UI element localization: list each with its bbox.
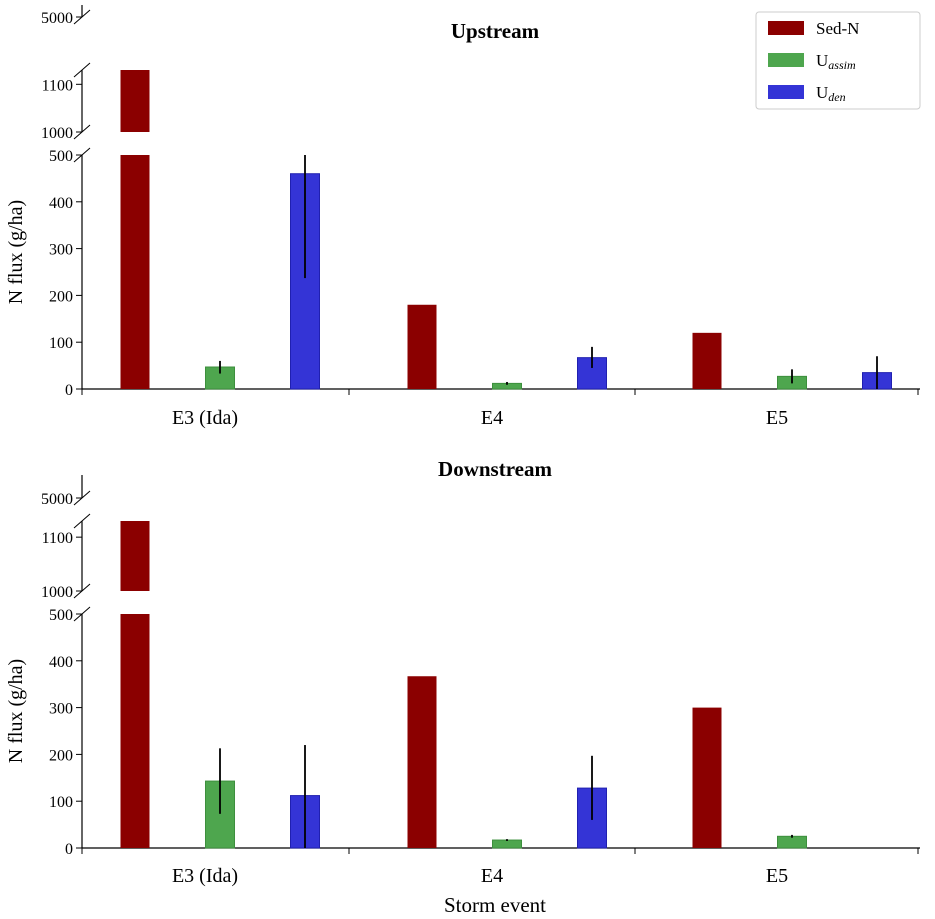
y-tick-label: 5000 [41, 10, 73, 27]
legend-label-u-assim: Uassim [816, 51, 856, 72]
chart-title: Upstream [451, 19, 540, 43]
x-tick-label: E3 (Ida) [172, 865, 238, 887]
bar-sed-n-1 [407, 304, 437, 389]
y-tick-label: 200 [49, 747, 73, 764]
legend-swatch-sed-n [768, 21, 804, 35]
legend-label-u-den: Uden [816, 83, 846, 104]
x-tick-label: E3 (Ida) [172, 407, 238, 429]
bar-sed-n-2 [692, 707, 722, 848]
legend-label-sed-n: Sed-N [816, 19, 859, 38]
legend: Sed-N Uassim Uden [755, 11, 921, 110]
axis-break-mark [73, 513, 91, 529]
x-axis-label: Storm event [444, 893, 546, 917]
axis-break-mark [73, 147, 91, 163]
bar-sed-n-2 [692, 332, 722, 389]
axis-break-mark [73, 124, 91, 140]
y-tick-label: 300 [49, 242, 73, 259]
y-axis-label: N flux (g/ha) [5, 200, 27, 304]
y-tick-label: 500 [49, 607, 73, 624]
y-tick-label: 400 [49, 195, 73, 212]
x-tick-label: E4 [481, 407, 503, 429]
bar-sed-n-0 [120, 614, 150, 848]
bar-sed-n-1 [407, 676, 437, 848]
panel-downstream: Downstream N flux (g/ha) Storm event 0 100 20… [5, 457, 920, 917]
bar-sed-n-0 [120, 155, 150, 389]
y-tick-label: 100 [49, 794, 73, 811]
axis-break-mark [73, 490, 91, 506]
axis-break-mark [73, 583, 91, 599]
x-tick-label: E4 [481, 865, 503, 887]
legend-box [755, 11, 921, 110]
x-tick-label: E5 [766, 407, 788, 429]
axis-break-mark [73, 62, 91, 78]
y-tick-label: 1100 [42, 77, 73, 94]
legend-swatch-u-den [768, 85, 804, 99]
y-tick-label: 0 [65, 382, 73, 399]
y-tick-label: 1000 [41, 125, 73, 142]
axis-break-mark [73, 606, 91, 622]
y-tick-label: 1000 [41, 584, 73, 601]
bar-u-assim-2 [777, 835, 807, 849]
chart-title: Downstream [438, 457, 552, 481]
y-tick-label: 5000 [41, 491, 73, 508]
y-tick-label: 0 [65, 841, 73, 858]
bar-sed-n-0 [120, 70, 150, 132]
y-tick-label: 300 [49, 701, 73, 718]
x-tick-label: E5 [766, 865, 788, 887]
axis-break-mark [73, 9, 91, 25]
y-tick-label: 500 [49, 148, 73, 165]
legend-swatch-u-assim [768, 53, 804, 67]
y-axis-label: N flux (g/ha) [5, 659, 27, 763]
y-tick-label: 1100 [42, 530, 73, 547]
y-tick-label: 100 [49, 335, 73, 352]
y-tick-label: 400 [49, 654, 73, 671]
panel-upstream: Upstream N flux (g/ha) 0 100 200 300 400 500 100… [5, 5, 920, 429]
y-tick-label: 200 [49, 288, 73, 305]
bar-sed-n-0 [120, 521, 150, 591]
bar-u-assim-1 [492, 839, 522, 849]
